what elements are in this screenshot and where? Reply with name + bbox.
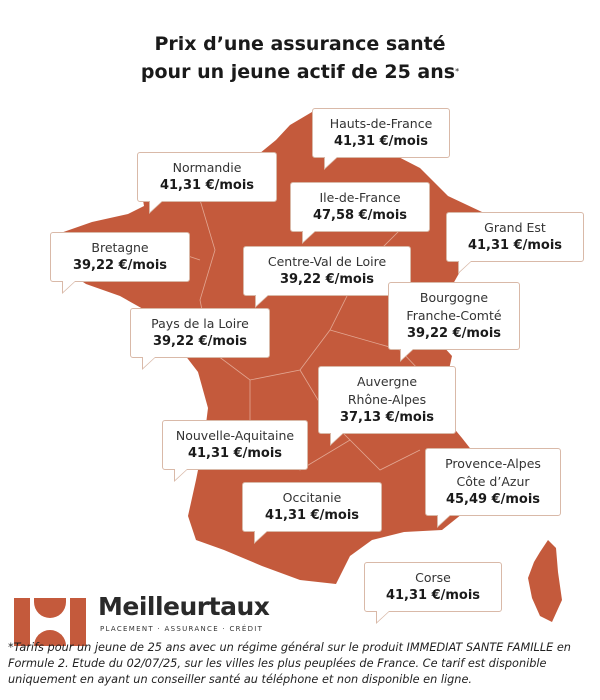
region-name: Bretagne	[91, 240, 149, 255]
title-line-2-text: pour un jeune actif de 25 ans	[140, 61, 456, 83]
region-price: 41,31 €/mois	[385, 588, 481, 603]
region-label-provence-alpes-cote-d-azur: Provence-Alpes Côte d’Azur 45,49 €/mois	[425, 448, 561, 528]
region-name: Pays de la Loire	[151, 316, 249, 331]
page-title: Prix d’une assurance santé pour un jeune…	[0, 30, 600, 86]
region-label-auvergne-rhone-alpes: Auvergne Rhône-Alpes 37,13 €/mois	[318, 366, 456, 446]
region-price: 39,22 €/mois	[72, 258, 168, 273]
region-name: Grand Est	[484, 220, 546, 235]
title-footnote-mark: *	[455, 67, 460, 76]
region-price: 47,58 €/mois	[312, 208, 408, 223]
region-label-bretagne: Bretagne 39,22 €/mois	[50, 232, 190, 294]
region-label-pays-de-la-loire: Pays de la Loire 39,22 €/mois	[130, 308, 270, 370]
brand-name: Meilleurtaux	[98, 592, 270, 621]
region-price: 39,22 €/mois	[406, 326, 502, 341]
region-name: Nouvelle-Aquitaine	[175, 428, 295, 443]
region-name-line2: Côte d’Azur	[456, 474, 530, 489]
region-name: Hauts-de-France	[329, 116, 433, 131]
footnote: *Tarifs pour un jeune de 25 ans avec un …	[8, 641, 571, 686]
region-price: 41,31 €/mois	[159, 178, 255, 193]
meilleurtaux-logo-icon	[14, 598, 86, 646]
region-label-corse: Corse 41,31 €/mois	[364, 562, 502, 624]
region-label-hauts-de-france: Hauts-de-France 41,31 €/mois	[312, 108, 450, 170]
region-price: 39,22 €/mois	[152, 334, 248, 349]
region-label-centre-val-de-loire: Centre-Val de Loire 39,22 €/mois	[243, 246, 411, 308]
region-name: Corse	[415, 570, 451, 585]
region-label-occitanie: Occitanie 41,31 €/mois	[242, 482, 382, 544]
region-price: 41,31 €/mois	[264, 508, 360, 523]
region-price: 41,31 €/mois	[333, 134, 429, 149]
region-label-grand-est: Grand Est 41,31 €/mois	[446, 212, 584, 274]
region-name: Ile-de-France	[319, 190, 401, 205]
region-label-normandie: Normandie 41,31 €/mois	[137, 152, 277, 214]
region-name-line2: Franche-Comté	[406, 308, 502, 323]
region-price: 39,22 €/mois	[279, 272, 375, 287]
region-name: Auvergne	[356, 374, 418, 389]
region-name: Bourgogne	[419, 290, 489, 305]
region-label-bourgogne-franche-comte: Bourgogne Franche-Comté 39,22 €/mois	[388, 282, 520, 362]
region-name: Occitanie	[282, 490, 342, 505]
region-price: 37,13 €/mois	[339, 410, 435, 425]
region-name: Provence-Alpes	[445, 456, 541, 471]
region-name-line2: Rhône-Alpes	[347, 392, 427, 407]
region-price: 41,31 €/mois	[467, 238, 563, 253]
region-label-nouvelle-aquitaine: Nouvelle-Aquitaine 41,31 €/mois	[162, 420, 308, 482]
region-name: Centre-Val de Loire	[267, 254, 387, 269]
region-name: Normandie	[172, 160, 242, 175]
region-price: 41,31 €/mois	[187, 446, 283, 461]
region-label-ile-de-france: Ile-de-France 47,58 €/mois	[290, 182, 430, 244]
brand-tagline: PLACEMENT · ASSURANCE · CRÉDIT	[100, 625, 264, 633]
corsica-shape	[528, 540, 562, 622]
title-line-1: Prix d’une assurance santé	[154, 33, 446, 55]
region-price: 45,49 €/mois	[445, 492, 541, 507]
title-line-2: pour un jeune actif de 25 ans*	[0, 58, 600, 86]
